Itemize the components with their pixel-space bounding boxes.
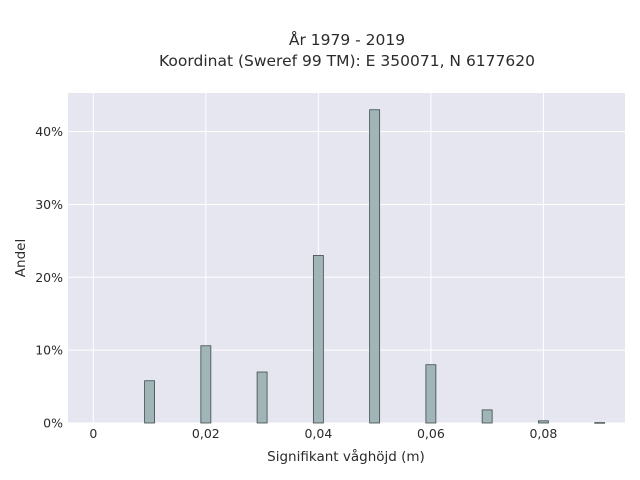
histogram-bar (144, 380, 155, 424)
bars-group (144, 109, 606, 424)
chart-title-line-1: År 1979 - 2019 (289, 30, 405, 49)
histogram-bar (312, 255, 324, 424)
histogram-bar (256, 371, 268, 424)
y-tick-label: 30% (35, 197, 63, 212)
y-tick-label: 0% (43, 416, 63, 431)
y-axis-label: Andel (13, 239, 29, 277)
histogram-bar (425, 364, 437, 424)
x-tick-label: 0,08 (529, 426, 557, 441)
histogram-bar (538, 420, 549, 424)
grid-lines (68, 93, 625, 424)
x-axis-label: Signifikant våghöjd (m) (267, 448, 425, 465)
y-tick-label: 10% (35, 343, 63, 358)
y-tick-labels: 0% 10% 20% 30% 40% (35, 124, 63, 430)
plot-area (68, 93, 625, 423)
x-tick-label: 0,06 (417, 426, 445, 441)
y-tick-label: 20% (35, 270, 63, 285)
x-tick-label: 0,02 (192, 426, 220, 441)
histogram-bar (594, 422, 606, 424)
x-tick-label: 0 (89, 426, 97, 441)
histogram-bar (481, 409, 493, 424)
histogram-bar (200, 345, 212, 424)
y-tick-label: 40% (35, 124, 63, 139)
x-tick-labels: 0 0,02 0,04 0,06 0,08 (89, 426, 557, 441)
x-tick-label: 0,04 (304, 426, 332, 441)
histogram-bar (369, 109, 381, 424)
chart-title-line-2: Koordinat (Sweref 99 TM): E 350071, N 61… (159, 52, 535, 70)
